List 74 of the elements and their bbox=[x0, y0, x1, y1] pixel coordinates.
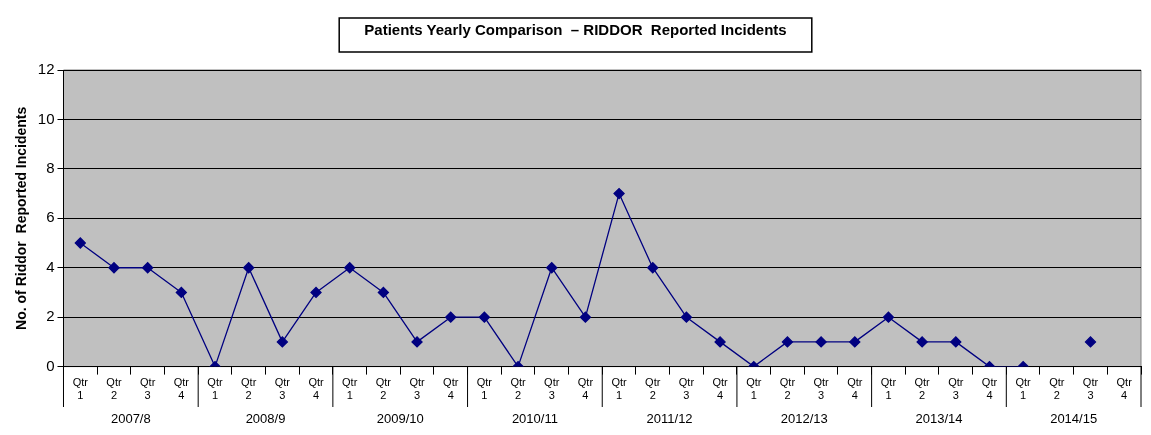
x-tick-label: Qtr 3 bbox=[274, 376, 291, 402]
point bbox=[344, 262, 356, 274]
text: 2008/9 bbox=[245, 410, 286, 426]
point bbox=[882, 311, 895, 323]
point bbox=[916, 336, 928, 348]
point bbox=[781, 336, 794, 348]
x-tick-label: Qtr 2 bbox=[645, 376, 661, 402]
y-tick-label: 0 bbox=[46, 356, 55, 374]
x-tick-label: Qtr 1 bbox=[72, 376, 89, 402]
text: 2007/8 bbox=[110, 410, 151, 426]
point bbox=[310, 286, 322, 299]
y-tick-label: 10 bbox=[37, 109, 55, 127]
point bbox=[175, 286, 187, 299]
y-tick-label: 4 bbox=[46, 257, 55, 275]
text: 2010/11 bbox=[511, 410, 558, 426]
point bbox=[950, 336, 962, 348]
x-tick-label: Qtr 1 bbox=[611, 376, 628, 402]
x-tick-label: Qtr 2 bbox=[106, 376, 122, 402]
point bbox=[680, 311, 693, 323]
y-tick-label: 6 bbox=[46, 208, 55, 226]
x-tick-label: Qtr 3 bbox=[813, 376, 830, 402]
point bbox=[714, 336, 726, 348]
x-tick-label: Qtr 2 bbox=[779, 376, 796, 402]
x-tick-label: Qtr 2 bbox=[241, 376, 257, 402]
point bbox=[478, 311, 491, 323]
y-tick-label: 8 bbox=[46, 159, 55, 177]
x-tick-label: Qtr 2 bbox=[1049, 376, 1065, 402]
point bbox=[142, 262, 154, 274]
text: 2013/14 bbox=[915, 410, 963, 426]
x-tick-label: Qtr 4 bbox=[443, 376, 459, 402]
point bbox=[1084, 336, 1097, 348]
y-axis-title: No. of Riddor Reported Incidents bbox=[13, 106, 30, 330]
x-tick-label: Qtr 4 bbox=[1116, 376, 1133, 402]
text: 2009/10 bbox=[376, 410, 424, 426]
x-tick-label: Qtr 4 bbox=[712, 376, 729, 402]
point bbox=[579, 311, 592, 323]
x-tick-label: Qtr 1 bbox=[476, 376, 493, 402]
point bbox=[647, 262, 659, 274]
x-tick-label: Qtr 3 bbox=[1082, 376, 1099, 402]
point bbox=[445, 311, 457, 323]
y-tick-label: 2 bbox=[46, 307, 55, 325]
x-tick-label: Qtr 1 bbox=[880, 376, 897, 402]
point bbox=[849, 336, 861, 348]
x-tick-label: Qtr 4 bbox=[308, 376, 324, 402]
point bbox=[613, 187, 625, 200]
point bbox=[243, 262, 255, 274]
point bbox=[377, 286, 390, 299]
text: 2014/15 bbox=[1050, 410, 1098, 426]
x-tick-label: Qtr 4 bbox=[847, 376, 863, 402]
point bbox=[815, 336, 827, 348]
point bbox=[276, 336, 289, 348]
y-tick-label: 12 bbox=[37, 60, 55, 78]
x-tick-label: Qtr 4 bbox=[173, 376, 190, 402]
point bbox=[108, 262, 120, 274]
text: 2012/13 bbox=[780, 410, 828, 426]
chart-title: Patients Yearly Comparison – RIDDOR Reported Incidents bbox=[364, 21, 787, 39]
x-tick-label: Qtr 3 bbox=[140, 376, 156, 402]
x-tick-label: Qtr 3 bbox=[678, 376, 695, 402]
x-tick-label: Qtr 4 bbox=[577, 376, 594, 402]
point bbox=[411, 336, 423, 348]
x-tick-label: Qtr 3 bbox=[948, 376, 964, 402]
x-tick-label: Qtr 1 bbox=[1015, 376, 1032, 402]
point bbox=[74, 237, 86, 249]
point bbox=[546, 262, 558, 274]
x-tick-label: Qtr 2 bbox=[510, 376, 527, 402]
x-tick-label: Qtr 2 bbox=[375, 376, 392, 402]
x-tick-label: Qtr 1 bbox=[746, 376, 762, 402]
x-tick-label: Qtr 3 bbox=[544, 376, 560, 402]
x-tick-label: Qtr 2 bbox=[914, 376, 931, 402]
x-tick-label: Qtr 4 bbox=[981, 376, 998, 402]
x-tick-label: Qtr 1 bbox=[207, 376, 223, 402]
x-tick-label: Qtr 1 bbox=[342, 376, 358, 402]
text: 2011/12 bbox=[646, 410, 693, 426]
x-tick-label: Qtr 3 bbox=[409, 376, 426, 402]
